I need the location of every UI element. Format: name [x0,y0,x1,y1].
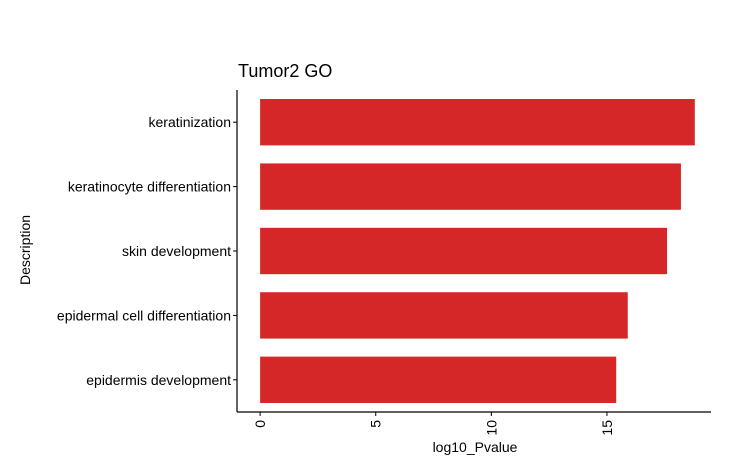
y-axis-title: Description [17,215,33,285]
x-tick-label: 10 [483,420,499,436]
category-label: keratinocyte differentiation [68,179,231,195]
bars-group [260,99,695,403]
category-label: keratinization [149,114,232,130]
x-ticks: 0 5 10 15 [252,412,615,436]
bar-4 [260,292,628,339]
x-tick-label: 15 [599,420,615,436]
chart-title: Tumor2 GO [238,61,332,81]
x-tick-label: 5 [368,420,384,428]
x-tick-label: 0 [252,420,268,428]
category-labels: keratinization keratinocyte differentiati… [57,114,237,388]
bar-2 [260,163,681,210]
x-axis-title: log10_Pvalue [433,439,518,455]
bar-5 [260,356,617,403]
bar-3 [260,227,668,275]
category-label: skin development [122,243,231,259]
category-label: epidermal cell differentiation [57,307,231,323]
bar-1 [260,99,695,146]
category-label: epidermis development [86,372,231,388]
